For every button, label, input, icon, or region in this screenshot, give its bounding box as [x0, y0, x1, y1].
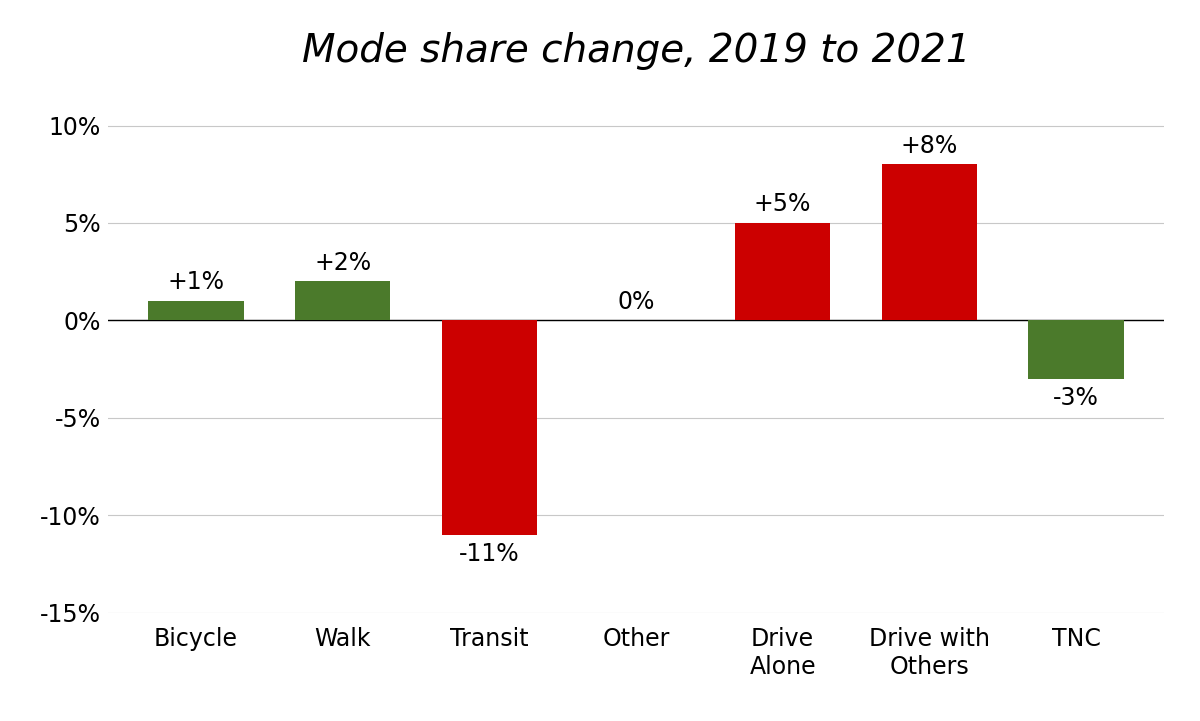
Title: Mode share change, 2019 to 2021: Mode share change, 2019 to 2021	[301, 32, 971, 69]
Bar	[295, 281, 390, 320]
Bar	[734, 223, 830, 320]
Text: +1%: +1%	[168, 270, 224, 294]
Bar	[882, 164, 977, 320]
Text: +8%: +8%	[901, 133, 958, 158]
Bar	[1028, 320, 1123, 379]
Text: 0%: 0%	[617, 290, 655, 314]
Text: +5%: +5%	[754, 193, 811, 216]
Bar	[442, 320, 538, 535]
Bar	[149, 301, 244, 320]
Text: +2%: +2%	[314, 251, 371, 275]
Text: -3%: -3%	[1054, 386, 1099, 410]
Text: -11%: -11%	[460, 541, 520, 566]
